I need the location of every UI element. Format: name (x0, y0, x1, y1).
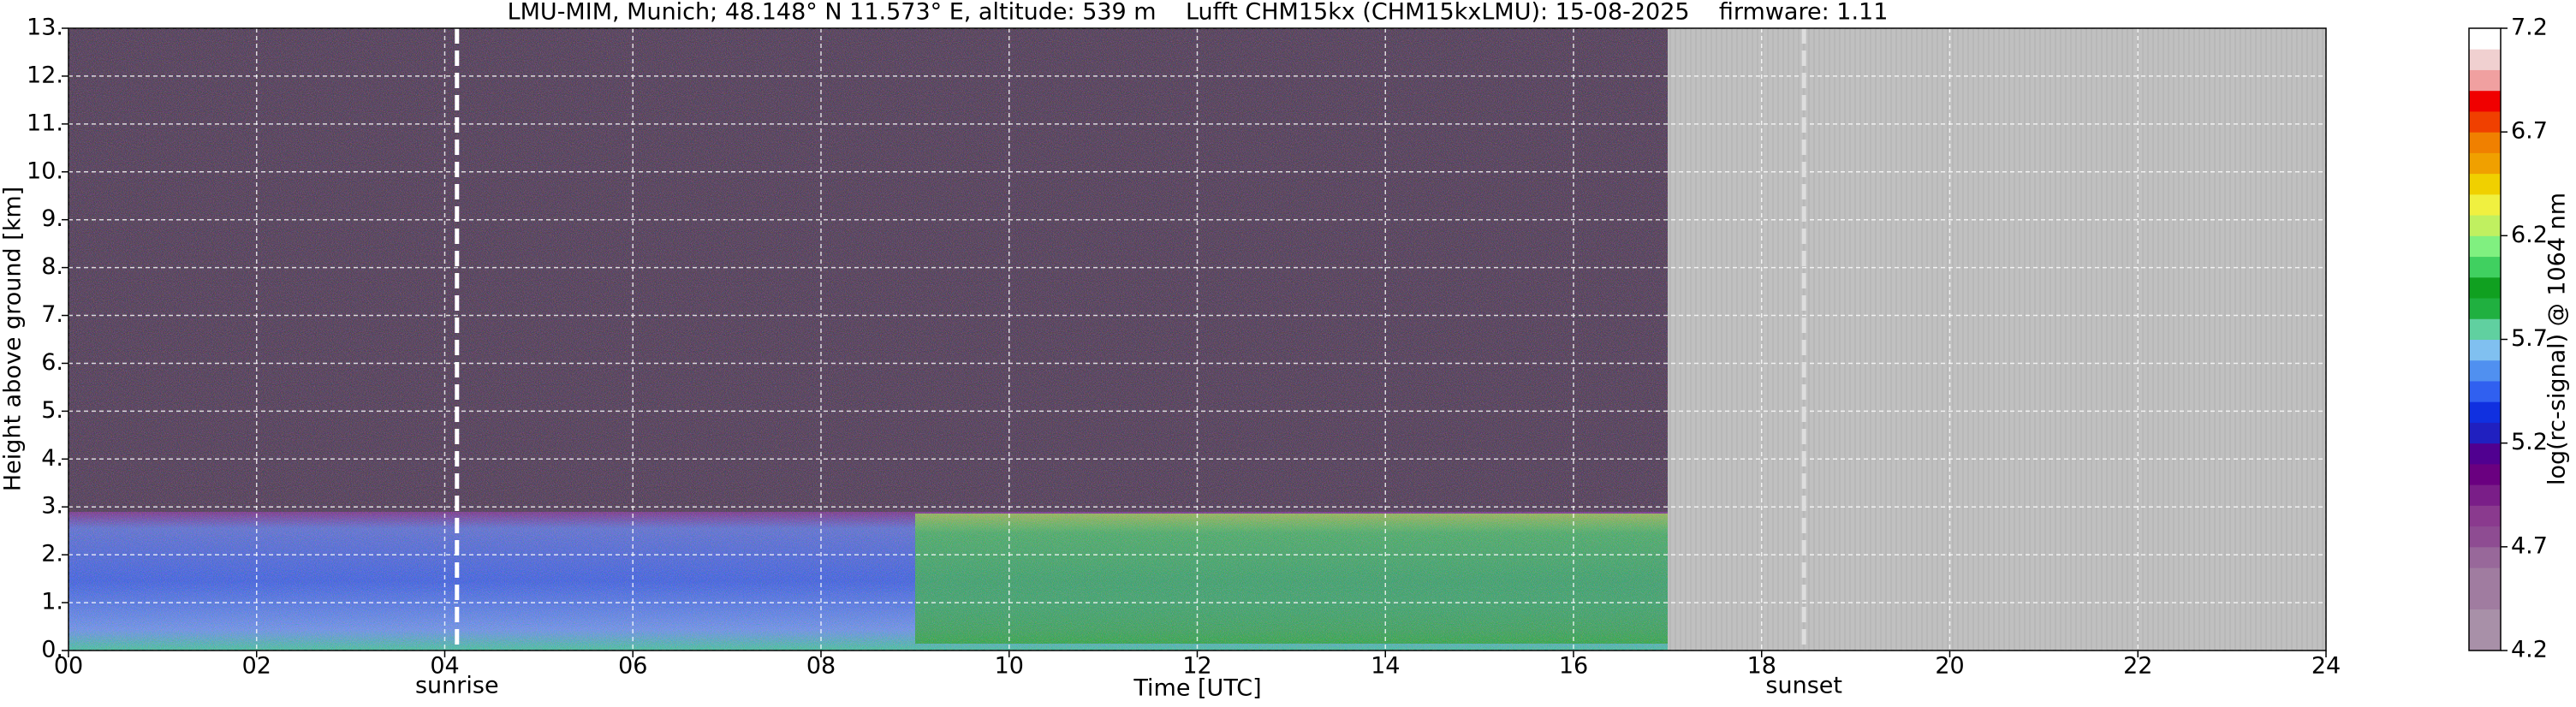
colorbar-band (2469, 339, 2501, 361)
colorbar-band (2469, 28, 2501, 50)
colorbar-band (2469, 505, 2501, 527)
y-tick-label: 12. (27, 62, 63, 88)
colorbar-band (2469, 526, 2501, 548)
colorbar-band (2469, 152, 2501, 175)
colorbar-band (2469, 443, 2501, 465)
colorbar-band (2469, 193, 2501, 216)
y-tick-label: 13. (27, 15, 63, 41)
colorbar-band (2469, 567, 2501, 589)
colorbar-tick-label: 7.2 (2511, 15, 2548, 41)
x-tick-label: 02 (242, 653, 271, 680)
y-tick-label: 4. (41, 445, 63, 472)
x-tick-label: 12 (1182, 653, 1211, 680)
y-tick-label: 11. (27, 110, 63, 136)
colorbar-band (2469, 276, 2501, 299)
colorbar-band (2469, 609, 2501, 631)
colorbar-band (2469, 629, 2501, 651)
colorbar-tick-label: 6.7 (2511, 118, 2548, 145)
colorbar-tick-label: 4.2 (2511, 637, 2548, 663)
colorbar-band (2469, 380, 2501, 402)
x-tick-label: 06 (618, 653, 647, 680)
x-tick-label: 08 (806, 653, 836, 680)
y-tick-label: 2. (41, 541, 63, 567)
colorbar-band (2469, 90, 2501, 112)
colorbar-band (2469, 110, 2501, 133)
colorbar-band (2469, 484, 2501, 506)
colorbar-tick-label: 6.2 (2511, 222, 2548, 248)
colorbar-tick-label: 5.7 (2511, 325, 2548, 352)
x-tick-label: 22 (2123, 653, 2152, 680)
x-tick-label: 20 (1935, 653, 1964, 680)
y-tick-label: 0. (41, 637, 63, 663)
colorbar-tick-label: 5.2 (2511, 429, 2548, 455)
colorbar-band (2469, 546, 2501, 568)
y-tick-label: 3. (41, 493, 63, 520)
colorbar-band (2469, 69, 2501, 92)
heatmap-noise (68, 28, 1668, 651)
colorbar-band (2469, 401, 2501, 423)
colorbar-band (2469, 215, 2501, 236)
y-tick-label: 9. (41, 205, 63, 232)
colorbar-band (2469, 298, 2501, 319)
x-tick-label: 16 (1559, 653, 1588, 680)
x-axis-label: Time [UTC] (1133, 675, 1261, 702)
x-tick-label: 00 (54, 653, 83, 680)
y-axis-label: Height above ground [km] (0, 187, 27, 491)
x-tick-label: 04 (430, 653, 459, 680)
y-tick-label: 5. (41, 397, 63, 424)
x-tick-label: 14 (1371, 653, 1400, 680)
colorbar-tick-label: 4.7 (2511, 532, 2548, 559)
y-tick-label: 7. (41, 301, 63, 328)
y-tick-label: 8. (41, 253, 63, 280)
colorbar-band (2469, 588, 2501, 610)
colorbar-band (2469, 463, 2501, 485)
colorbar-band (2469, 173, 2501, 195)
colorbar-label: log(rc-signal) @ 1064 nm (2544, 193, 2571, 485)
x-tick-label: 24 (2311, 653, 2341, 680)
y-tick-label: 6. (41, 349, 63, 376)
x-tick-label: 18 (1747, 653, 1776, 680)
colorbar-band (2469, 318, 2501, 340)
annotation-label: sunrise (415, 673, 499, 699)
no-data (1668, 28, 2326, 651)
heatmap (68, 28, 2326, 651)
colorbar-band (2469, 256, 2501, 278)
annotation-label: sunset (1765, 673, 1842, 699)
colorbar-band (2469, 235, 2501, 258)
colorbar-band (2469, 132, 2501, 153)
plot-frame (68, 27, 2327, 651)
colorbar-band (2469, 359, 2501, 382)
y-tick-label: 1. (41, 589, 63, 615)
colorbar-band (2469, 422, 2501, 444)
y-tick-label: 10. (27, 157, 63, 184)
colorbar-band (2469, 49, 2501, 70)
x-tick-label: 10 (995, 653, 1024, 680)
chart-title: LMU-MIM, Munich; 48.148° N 11.573° E, al… (508, 0, 1889, 26)
